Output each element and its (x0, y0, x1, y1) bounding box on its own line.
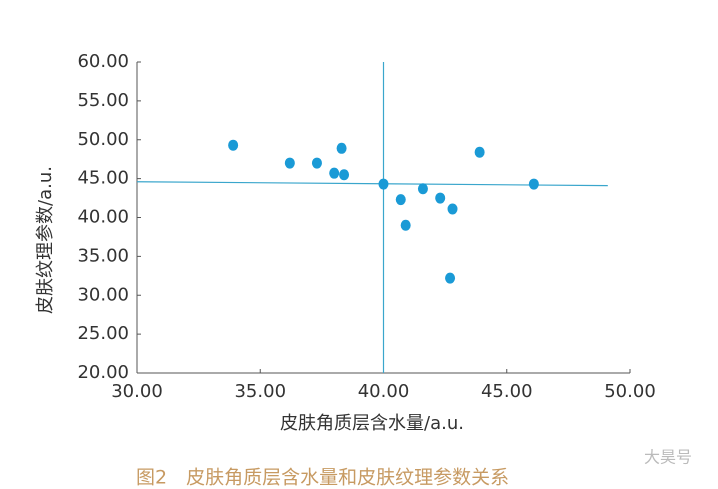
point (447, 203, 458, 215)
y-tick-label: 25.00 (77, 323, 129, 344)
y-tick-label: 55.00 (77, 90, 129, 111)
y-tick-label: 35.00 (77, 245, 129, 266)
point (336, 142, 347, 154)
point (395, 194, 406, 206)
x-tick-label: 35.00 (234, 381, 286, 402)
point (445, 272, 456, 284)
y-tick-label: 60.00 (77, 51, 129, 72)
watermark: 大昊号 (644, 448, 692, 467)
x-tick-label: 30.00 (111, 381, 163, 402)
point (284, 157, 295, 169)
point (378, 178, 389, 190)
x-tick-label: 50.00 (604, 381, 656, 402)
point (311, 157, 322, 169)
y-tick-label: 20.00 (77, 362, 129, 383)
point (228, 139, 239, 151)
point (528, 178, 539, 190)
y-tick-label: 40.00 (77, 207, 129, 228)
point (435, 192, 446, 204)
point (474, 146, 485, 158)
caption: 图2 皮肤角质层含水量和皮肤纹理参数关系 (136, 467, 509, 489)
point (339, 169, 350, 181)
point (400, 219, 411, 231)
y-tick-label: 30.00 (77, 284, 129, 305)
point (417, 183, 428, 195)
y-tick-label: 45.00 (77, 168, 129, 189)
x-tick-label: 40.00 (358, 381, 410, 402)
x-tick-label: 45.00 (481, 381, 533, 402)
y-tick-label: 50.00 (77, 129, 129, 150)
x-axis-title: 皮肤角质层含水量/a.u. (280, 413, 464, 434)
y-axis-title: 皮肤纹理参数/a.u. (35, 166, 56, 314)
point (329, 167, 340, 179)
